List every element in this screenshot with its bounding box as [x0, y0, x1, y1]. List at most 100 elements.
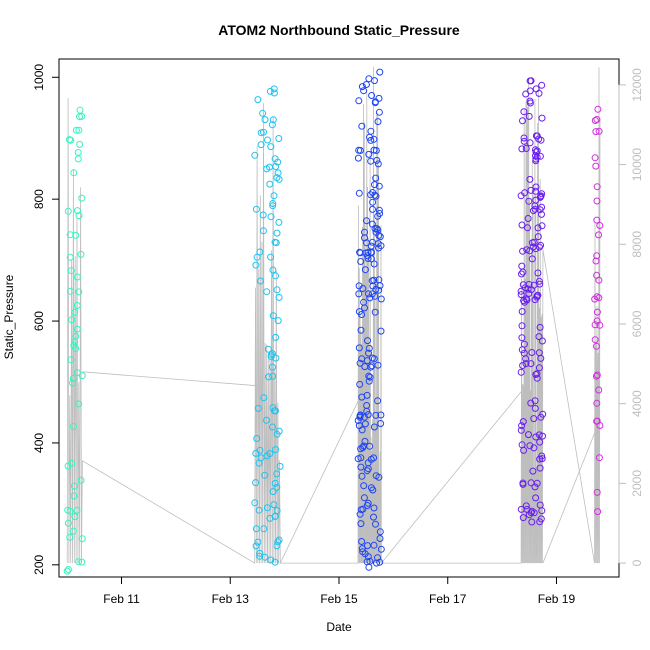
data-point [273, 229, 281, 237]
data-point [522, 360, 530, 368]
chart-title: ATOM2 Northbound Static_Pressure [218, 22, 460, 38]
data-point [519, 117, 526, 125]
data-point [522, 295, 530, 303]
data-point [268, 350, 276, 358]
y2-tick-label: 10000 [630, 148, 644, 182]
data-point [372, 192, 380, 200]
data-point [537, 354, 545, 362]
data-point [370, 355, 378, 363]
data-point [518, 441, 526, 449]
data-point [371, 77, 378, 85]
data-point [369, 238, 377, 246]
data-point [596, 321, 604, 329]
data-point [73, 302, 81, 309]
data-point [533, 374, 541, 382]
data-point [356, 380, 364, 388]
data-point [259, 227, 267, 235]
data-point [519, 281, 527, 289]
data-point [375, 276, 383, 284]
y2-tick-label: 12000 [630, 68, 644, 102]
data-point [532, 371, 540, 378]
data-point [270, 192, 278, 200]
data-point [75, 400, 83, 408]
data-point [271, 479, 279, 487]
data-point [593, 371, 601, 379]
data-point [538, 210, 545, 218]
data-point [591, 336, 599, 344]
secondary-series-lines [66, 66, 601, 564]
data-point [517, 368, 525, 376]
data-point [70, 169, 78, 177]
x-axis: Feb 11 Feb 13 Feb 15 Feb 17 Feb 19 [103, 576, 575, 606]
data-point [370, 423, 378, 431]
data-point [371, 191, 379, 199]
data-point [518, 221, 526, 229]
data-point [364, 553, 372, 561]
data-point [532, 187, 540, 195]
data-point [375, 182, 383, 190]
data-point [358, 83, 366, 91]
data-point [518, 322, 526, 330]
data-point [376, 233, 384, 241]
data-point [367, 157, 375, 165]
data-point [370, 276, 378, 284]
data-point [269, 200, 277, 207]
data-point [375, 286, 383, 294]
data-point [538, 222, 546, 230]
data-point [524, 285, 532, 293]
data-point [518, 422, 526, 430]
y-tick-label: 400 [32, 433, 46, 453]
data-point [355, 146, 363, 154]
data-point [257, 129, 265, 137]
data-point [270, 501, 278, 509]
x-tick-label: Feb 11 [103, 592, 140, 606]
data-point [275, 218, 283, 226]
data-point [519, 418, 527, 426]
data-point [372, 285, 380, 293]
data-point [526, 97, 534, 105]
data-point [530, 444, 538, 452]
data-point [261, 471, 269, 479]
data-point [275, 135, 283, 142]
data-point [365, 344, 373, 352]
data-point [530, 281, 538, 289]
data-point [72, 126, 80, 134]
data-point [266, 180, 274, 188]
data-point [272, 333, 280, 341]
data-point [538, 507, 546, 515]
data-point [357, 326, 365, 334]
data-point [269, 312, 277, 320]
data-point [77, 250, 85, 258]
data-point [365, 349, 372, 357]
data-point [367, 363, 375, 371]
data-point [67, 136, 75, 144]
data-point [364, 542, 371, 550]
data-point [252, 449, 260, 457]
data-point [369, 205, 376, 213]
data-point [518, 308, 526, 315]
x-tick-label: Feb 15 [320, 592, 358, 606]
data-point [275, 536, 283, 544]
data-point [67, 356, 75, 364]
data-point [257, 141, 265, 149]
data-point [251, 499, 259, 507]
data-point [519, 247, 527, 255]
data-point [73, 325, 81, 333]
data-point [361, 266, 369, 274]
data-point [526, 247, 534, 255]
data-point [364, 411, 372, 419]
data-point [66, 287, 74, 295]
data-point [530, 415, 538, 423]
data-point [591, 117, 599, 124]
data-point [264, 345, 272, 353]
data-point [254, 96, 262, 104]
data-point [519, 480, 527, 488]
data-point [370, 454, 378, 462]
data-point [528, 507, 536, 515]
data-point [363, 217, 370, 225]
data-point [268, 121, 276, 129]
data-point [375, 108, 383, 116]
data-point [364, 337, 371, 345]
data-point [537, 136, 545, 144]
